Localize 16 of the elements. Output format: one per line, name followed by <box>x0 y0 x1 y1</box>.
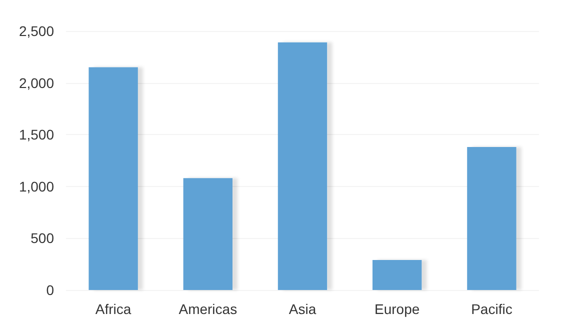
x-tick-label: Europe <box>374 301 420 317</box>
y-tick-label: 2,000 <box>18 74 54 91</box>
bar <box>372 260 422 290</box>
y-tick-label: 1,500 <box>18 126 54 143</box>
bar <box>278 42 328 290</box>
bar <box>88 67 138 290</box>
y-tick-label: 500 <box>30 230 54 246</box>
y-tick-label: 0 <box>46 282 54 298</box>
bar <box>467 147 516 290</box>
x-tick-label: Pacific <box>471 301 512 317</box>
y-tick-label: 2,500 <box>18 23 54 39</box>
x-tick-label: Asia <box>288 301 316 317</box>
y-tick-label: 1,000 <box>18 178 54 194</box>
x-tick-label: Americas <box>178 301 238 317</box>
x-tick-label: Africa <box>95 301 132 317</box>
bar <box>183 178 232 290</box>
